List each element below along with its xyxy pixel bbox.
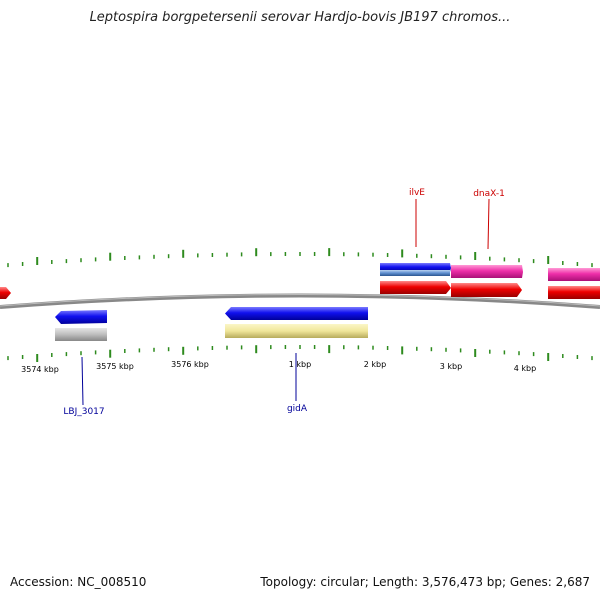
tick-label: 3 kbp: [440, 362, 462, 371]
gene-label-gidA[interactable]: gidA: [287, 404, 308, 414]
tick-label: 4 kbp: [514, 364, 536, 373]
gene-arrow-gidA-blue[interactable]: [225, 307, 368, 320]
gene-arrow-ilvE-blue[interactable]: [380, 263, 451, 272]
gene-feature-gidA-yellow[interactable]: [225, 324, 368, 338]
gene-arrow-dnaX-1-pink[interactable]: [451, 265, 523, 278]
gene-arrow-LBJ_3017-blue[interactable]: [55, 310, 107, 324]
chromosome-backbone-highlight: [0, 294, 600, 307]
tick-label: 2 kbp: [364, 360, 386, 369]
chromosome-backbone: [0, 293, 600, 309]
gene-arrow-partial-right-red[interactable]: [548, 286, 600, 299]
dnaX-1-leader-line: [487, 198, 490, 250]
accession-text: Accession: NC_008510: [10, 575, 147, 589]
gene-arrow-partial-left[interactable]: [0, 287, 11, 299]
tick-label: 3575 kbp: [96, 362, 134, 371]
genome-stats-text: Topology: circular; Length: 3,576,473 bp…: [260, 575, 590, 589]
tick-label: 3574 kbp: [21, 365, 59, 374]
gene-label-LBJ_3017[interactable]: LBJ_3017: [63, 407, 104, 417]
gene-arrow-dnaX-1-red[interactable]: [451, 283, 522, 297]
inner-tick-row: [7, 345, 593, 362]
gene-label-dnaX-1[interactable]: dnaX-1: [473, 189, 505, 199]
gene-arrow-ilvE-red[interactable]: [380, 281, 451, 294]
tick-label: 3576 kbp: [171, 360, 209, 369]
gene-feature-LBJ_3017-gray[interactable]: [55, 328, 107, 341]
gene-feature-ilvE-steel[interactable]: [380, 270, 450, 276]
LBJ_3017-leader-line: [81, 356, 84, 406]
gene-arrow-partial-right-pink[interactable]: [548, 268, 600, 281]
gene-label-ilvE[interactable]: ilvE: [409, 188, 425, 198]
outer-tick-row: [7, 248, 593, 268]
map-title: Leptospira borgpetersenii serovar Hardjo…: [89, 10, 511, 25]
tick-label: 1 kbp: [289, 360, 311, 369]
